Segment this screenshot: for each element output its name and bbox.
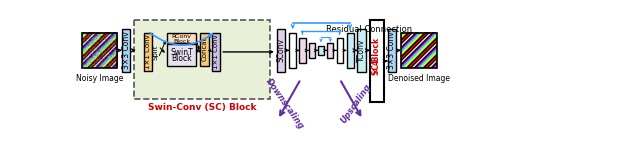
Bar (358, 29, 366, 72)
Text: 3×3 Conv: 3×3 Conv (122, 32, 131, 69)
Text: SC Block: SC Block (372, 38, 381, 75)
Bar (327, 43, 333, 58)
Text: Upscaling: Upscaling (339, 82, 373, 125)
Text: 1×1 Conv: 1×1 Conv (213, 35, 219, 69)
Bar (134, 20, 270, 99)
Text: SConv: SConv (276, 38, 285, 62)
Text: Downscaling: Downscaling (264, 76, 305, 131)
Bar (401, 33, 436, 68)
Bar (308, 43, 315, 58)
Bar (289, 33, 296, 68)
Text: 1×1 Conv: 1×1 Conv (145, 35, 151, 69)
Text: Concat: Concat (202, 37, 207, 61)
Bar (143, 33, 152, 71)
Bar (81, 33, 117, 68)
Text: Residual Connection: Residual Connection (326, 25, 412, 34)
Bar (300, 38, 305, 63)
Bar (388, 29, 396, 72)
Bar (167, 33, 196, 43)
Bar (318, 46, 324, 55)
Bar (370, 20, 384, 102)
Text: Noisy Image: Noisy Image (76, 74, 123, 83)
Bar (167, 44, 196, 66)
Text: Block: Block (172, 54, 192, 63)
Text: SwinT: SwinT (170, 48, 193, 57)
Bar (337, 38, 343, 63)
Text: Split: Split (152, 44, 158, 60)
Bar (212, 33, 220, 71)
Text: TConv: TConv (357, 39, 366, 62)
Bar (347, 33, 353, 68)
Text: × 4: × 4 (372, 59, 381, 74)
Bar (200, 33, 209, 66)
Text: RConv: RConv (172, 34, 191, 39)
Bar (122, 29, 131, 72)
Text: Denoised Image: Denoised Image (388, 74, 450, 83)
Text: 3×3 Conv: 3×3 Conv (387, 32, 396, 69)
Text: Block: Block (173, 39, 190, 44)
Bar (277, 29, 285, 72)
Text: Swin-Conv (SC) Block: Swin-Conv (SC) Block (148, 103, 256, 112)
